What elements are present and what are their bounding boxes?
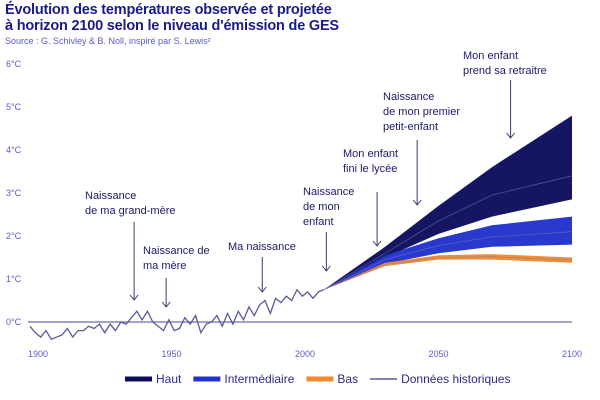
annotation-label: Naissance: [85, 190, 136, 202]
band-center-line: [323, 175, 573, 291]
legend-label: Bas: [337, 372, 358, 386]
x-tick-label: 2050: [428, 349, 448, 359]
legend-item: Haut: [125, 372, 182, 386]
band-center-line: [323, 256, 573, 291]
y-tick-label: 5°C: [6, 102, 22, 112]
legend-swatch: [370, 378, 398, 380]
arrowhead-icon: [372, 240, 382, 247]
legend-item: Intermédiaire: [193, 372, 295, 386]
y-tick-label: 3°C: [6, 188, 22, 198]
y-tick-label: 0°C: [6, 317, 22, 327]
annotation: Naissance de ma mère: [143, 245, 210, 308]
source-note: Source : G. Schivley & B. Noll, inspiré …: [5, 36, 211, 46]
title-line-2: à horizon 2100 selon le niveau d'émissio…: [5, 18, 339, 34]
x-tick-label: 1900: [28, 349, 48, 359]
arrowhead-icon: [257, 286, 267, 293]
annotation: Naissance de ma grand-mère: [85, 190, 176, 301]
x-tick-label: 1950: [161, 349, 181, 359]
annotation-label: ma mère: [143, 260, 186, 272]
legend-item: Données historiques: [370, 372, 510, 386]
band-center-line: [323, 231, 573, 291]
annotation: Mon enfant fini le lycée: [343, 148, 398, 247]
annotation: Naissance de mon premier petit-enfant: [383, 91, 460, 206]
annotation-label: Naissance: [383, 91, 434, 103]
legend-item: Bas: [306, 372, 358, 386]
historical-line: [29, 288, 324, 341]
legend-swatch: [306, 376, 334, 382]
annotation-label: petit-enfant: [383, 121, 438, 133]
arrowhead-icon: [412, 199, 422, 206]
band-intermédiaire: [323, 216, 572, 290]
legend-label: Haut: [156, 372, 182, 386]
annotation-label: Ma naissance: [228, 241, 296, 253]
y-tick-label: 2°C: [6, 231, 22, 241]
legend-label: Données historiques: [401, 372, 510, 386]
annotation-label: prend sa retraitre: [463, 65, 547, 77]
legend-swatch: [125, 376, 152, 382]
annotation-label: Mon enfant: [343, 148, 398, 160]
annotation: Mon enfant prend sa retraitre: [463, 50, 547, 139]
annotation-label: de mon: [303, 201, 340, 213]
annotation-label: de mon premier: [383, 106, 460, 118]
arrowhead-icon: [321, 265, 331, 272]
band-haut: [323, 115, 572, 290]
chart-title: Évolution des températures observée et p…: [5, 2, 339, 34]
x-tick-label: 2000: [295, 349, 315, 359]
annotation-label: Naissance de: [143, 245, 210, 257]
arrowhead-icon: [161, 301, 171, 308]
legend-label: Intermédiaire: [224, 372, 294, 386]
y-tick-label: 4°C: [6, 145, 22, 155]
arrowhead-icon: [129, 294, 139, 301]
annotation: Ma naissance: [228, 241, 296, 293]
legend-swatch: [193, 376, 221, 382]
annotation: Naissance de mon enfant: [303, 186, 354, 272]
annotation-label: Mon enfant: [463, 50, 518, 62]
x-tick-label: 2100: [562, 349, 582, 359]
title-line-1: Évolution des températures observée et p…: [5, 2, 332, 18]
annotation-label: fini le lycée: [343, 163, 397, 175]
y-tick-label: 1°C: [6, 274, 22, 284]
arrowhead-icon: [506, 132, 515, 139]
annotation-label: de ma grand-mère: [85, 205, 176, 217]
band-bas: [323, 254, 572, 290]
annotation-label: Naissance: [303, 186, 354, 198]
annotation-label: enfant: [303, 216, 334, 228]
y-tick-label: 6°C: [6, 59, 22, 69]
